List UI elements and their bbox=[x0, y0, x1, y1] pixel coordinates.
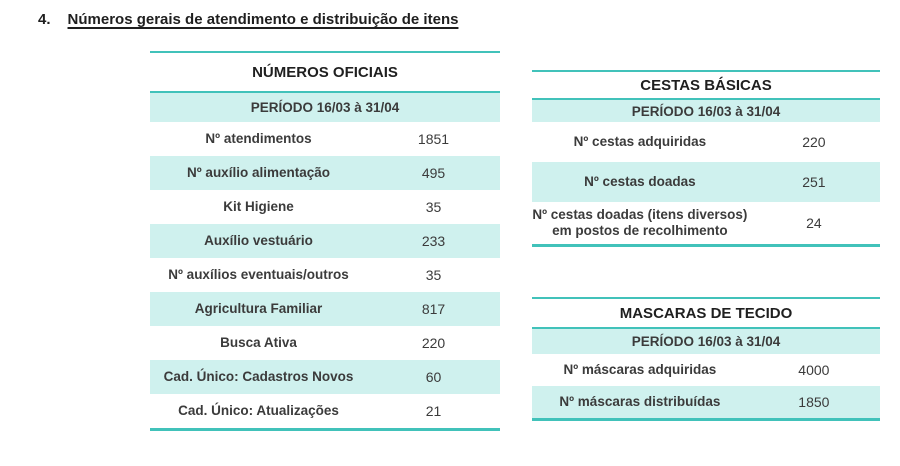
mascaras-tecido-period: PERÍODO 16/03 à 31/04 bbox=[532, 329, 880, 354]
row-label: Nº máscaras distribuídas bbox=[559, 393, 721, 409]
table-row: Kit Higiene 35 bbox=[150, 190, 500, 224]
row-label: Nº auxílios eventuais/outros bbox=[168, 266, 349, 282]
row-label: Nº cestas adquiridas bbox=[573, 133, 707, 149]
mascaras-tecido-table: MASCARAS DE TECIDO PERÍODO 16/03 à 31/04… bbox=[532, 297, 880, 421]
row-label: Busca Ativa bbox=[220, 334, 297, 350]
row-label: Nº máscaras adquiridas bbox=[563, 361, 717, 377]
row-label: Nº atendimentos bbox=[205, 130, 312, 146]
table-row: Nº auxílios eventuais/outros 35 bbox=[150, 258, 500, 292]
table-row: Auxílio vestuário 233 bbox=[150, 224, 500, 258]
row-label: Nº cestas doadas (itens diversos) em pos… bbox=[532, 206, 748, 238]
numeros-oficiais-title: NÚMEROS OFICIAIS bbox=[150, 53, 500, 93]
numeros-oficiais-table: NÚMEROS OFICIAIS PERÍODO 16/03 à 31/04 N… bbox=[150, 51, 500, 431]
table-row: Nº máscaras adquiridas 4000 bbox=[532, 354, 880, 386]
row-label: Nº auxílio alimentação bbox=[187, 164, 330, 180]
section-title: Números gerais de atendimento e distribu… bbox=[67, 11, 459, 28]
row-value: 21 bbox=[425, 403, 442, 419]
row-value: 233 bbox=[421, 233, 446, 249]
table-row: Cad. Único: Cadastros Novos 60 bbox=[150, 360, 500, 394]
row-label: Cad. Único: Cadastros Novos bbox=[163, 368, 354, 384]
table-row: Busca Ativa 220 bbox=[150, 326, 500, 360]
row-value: 4000 bbox=[798, 362, 830, 378]
table-row: Nº máscaras distribuídas 1850 bbox=[532, 386, 880, 418]
table-row: Nº auxílio alimentação 495 bbox=[150, 156, 500, 190]
table-row: Nº cestas doadas 251 bbox=[532, 162, 880, 202]
row-value: 1851 bbox=[417, 131, 450, 147]
table-row: Cad. Único: Atualizações 21 bbox=[150, 394, 500, 428]
section-heading: 4. Números gerais de atendimento e distr… bbox=[38, 11, 458, 28]
cestas-basicas-period: PERÍODO 16/03 à 31/04 bbox=[532, 100, 880, 122]
row-value: 60 bbox=[425, 369, 442, 385]
table-row: Nº cestas adquiridas 220 bbox=[532, 122, 880, 162]
row-value: 24 bbox=[806, 215, 822, 231]
mascaras-tecido-body: Nº máscaras adquiridas 4000 Nº máscaras … bbox=[532, 354, 880, 418]
row-label: Agricultura Familiar bbox=[194, 300, 323, 316]
table-row: Agricultura Familiar 817 bbox=[150, 292, 500, 326]
row-label: Cad. Único: Atualizações bbox=[178, 402, 339, 418]
cestas-basicas-table: CESTAS BÁSICAS PERÍODO 16/03 à 31/04 Nº … bbox=[532, 70, 880, 247]
row-value: 220 bbox=[802, 134, 826, 150]
table-row: Nº cestas doadas (itens diversos) em pos… bbox=[532, 202, 880, 244]
cestas-basicas-title: CESTAS BÁSICAS bbox=[532, 72, 880, 100]
cestas-basicas-body: Nº cestas adquiridas 220 Nº cestas doada… bbox=[532, 122, 880, 244]
row-value: 35 bbox=[425, 199, 442, 215]
row-value: 35 bbox=[425, 267, 442, 283]
row-value: 220 bbox=[421, 335, 446, 351]
row-label: Nº cestas doadas bbox=[584, 173, 696, 189]
row-value: 495 bbox=[421, 165, 446, 181]
row-value: 817 bbox=[421, 301, 446, 317]
mascaras-tecido-title: MASCARAS DE TECIDO bbox=[532, 299, 880, 329]
row-label: Kit Higiene bbox=[223, 198, 294, 214]
numeros-oficiais-body: Nº atendimentos 1851 Nº auxílio alimenta… bbox=[150, 122, 500, 428]
row-label: Auxílio vestuário bbox=[204, 232, 313, 248]
numeros-oficiais-period: PERÍODO 16/03 à 31/04 bbox=[150, 93, 500, 122]
table-row: Nº atendimentos 1851 bbox=[150, 122, 500, 156]
section-number: 4. bbox=[38, 11, 51, 28]
row-value: 251 bbox=[802, 174, 826, 190]
row-value: 1850 bbox=[798, 394, 830, 410]
